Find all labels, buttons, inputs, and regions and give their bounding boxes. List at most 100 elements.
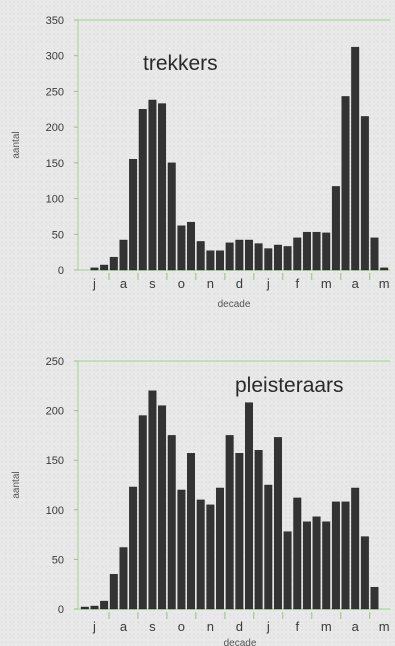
trekkers-y-tick-label: 0 <box>58 265 64 277</box>
trekkers-bar <box>293 237 302 271</box>
trekkers-bar <box>119 239 128 271</box>
trekkers-y-tick-label: 150 <box>46 158 64 170</box>
trekkers-bar <box>148 99 157 271</box>
pleisteraars-month-label: m <box>321 619 332 634</box>
trekkers-month-label: a <box>120 276 128 291</box>
trekkers-bar <box>158 103 167 271</box>
trekkers-month-label: d <box>236 276 243 291</box>
pleisteraars-y-tick-label: 100 <box>46 505 64 517</box>
pleisteraars-bar <box>177 489 186 610</box>
trekkers-bar <box>380 267 389 271</box>
pleisteraars-bar <box>273 437 282 610</box>
trekkers-bar <box>109 256 118 271</box>
trekkers-month-label: m <box>379 276 390 291</box>
pleisteraars-month-label: m <box>379 619 390 634</box>
trekkers-y-axis-label: aantal <box>11 131 22 158</box>
trekkers-bar <box>167 162 176 271</box>
trekkers-month-label: m <box>321 276 332 291</box>
trekkers-y-tick-label: 250 <box>46 86 64 98</box>
pleisteraars-y-tick-label: 250 <box>46 356 64 368</box>
pleisteraars-bar <box>341 501 350 610</box>
pleisteraars-bar <box>167 435 176 610</box>
trekkers-bar <box>216 250 224 271</box>
trekkers-bar <box>254 243 263 271</box>
pleisteraars-month-labels: jasondjfmamj <box>92 612 390 634</box>
pleisteraars-bar <box>216 487 224 610</box>
trekkers-bar <box>196 241 205 271</box>
trekkers-bar <box>187 221 196 271</box>
pleisteraars-month-label: j <box>266 619 270 634</box>
pleisteraars-bar <box>264 484 273 610</box>
pleisteraars-y-axis-label: aantal <box>11 471 22 498</box>
pleisteraars-bar <box>158 405 167 610</box>
pleisteraars-bar <box>138 415 147 610</box>
pleisteraars-bar <box>90 605 99 610</box>
pleisteraars-bar <box>109 574 118 610</box>
trekkers-y-tick-label: 350 <box>46 15 64 27</box>
pleisteraars-bar <box>302 521 311 610</box>
pleisteraars-bar <box>187 453 196 610</box>
trekkers-bar <box>235 239 244 271</box>
trekkers-bar <box>302 231 311 271</box>
trekkers-bar <box>177 225 186 271</box>
trekkers-y-tick-label: 100 <box>46 194 64 206</box>
pleisteraars-month-label: a <box>120 619 128 634</box>
pleisteraars-bar <box>293 497 302 610</box>
trekkers-x-axis-label: decade <box>218 299 251 310</box>
pleisteraars-month-label: a <box>352 619 360 634</box>
pleisteraars-month-label: s <box>149 619 156 634</box>
pleisteraars-bar <box>129 486 138 610</box>
pleisteraars-x-axis-label: decade <box>224 638 257 646</box>
trekkers-y-tick-label: 50 <box>52 229 64 241</box>
pleisteraars-bar <box>283 531 292 610</box>
trekkers-title: trekkers <box>143 52 218 75</box>
pleisteraars-bar <box>100 600 109 610</box>
pleisteraars-y-tick-label: 0 <box>58 604 64 616</box>
pleisteraars-bar <box>148 390 157 610</box>
pleisteraars-bar <box>235 453 244 610</box>
pleisteraars-bar <box>196 499 205 610</box>
trekkers-bar <box>129 159 138 271</box>
pleisteraars-month-label: n <box>207 619 214 634</box>
trekkers-month-label: o <box>178 276 185 291</box>
trekkers-y-ticks: 0 50 100 150 200 250 300 350 <box>46 15 78 277</box>
pleisteraars-bar <box>331 501 340 610</box>
trekkers-y-tick-label: 300 <box>46 51 64 63</box>
pleisteraars-bar <box>225 435 234 610</box>
trekkers-bar <box>322 232 331 271</box>
trekkers-bar <box>370 237 379 271</box>
pleisteraars-month-label: f <box>295 619 299 634</box>
pleisteraars-bar <box>370 586 379 610</box>
trekkers-bars <box>90 46 389 271</box>
pleisteraars-month-label: o <box>178 619 185 634</box>
trekkers-bar <box>360 116 369 271</box>
trekkers-month-label: f <box>295 276 299 291</box>
pleisteraars-month-label: d <box>236 619 243 634</box>
pleisteraars-bar <box>322 521 331 610</box>
pleisteraars-bar <box>80 606 89 610</box>
pleisteraars-month-label: j <box>92 619 96 634</box>
trekkers-y-tick-label: 200 <box>46 122 64 134</box>
pleisteraars-y-tick-label: 200 <box>46 406 64 418</box>
pleisteraars-bar <box>245 402 253 610</box>
trekkers-bar <box>206 250 215 271</box>
trekkers-bar <box>264 248 273 271</box>
pleisteraars-bars <box>80 390 379 610</box>
pleisteraars-bar <box>360 536 369 610</box>
pleisteraars-y-ticks: 0 50 100 150 200 250 <box>46 356 78 616</box>
pleisteraars-bar <box>351 487 360 610</box>
pleisteraars-bar <box>312 516 321 610</box>
pleisteraars-bar <box>119 547 128 610</box>
pleisteraars-y-tick-label: 150 <box>46 455 64 467</box>
trekkers-bar <box>90 267 99 271</box>
trekkers-bar <box>100 264 109 271</box>
pleisteraars-title: pleisteraars <box>235 374 344 397</box>
pleisteraars-y-tick-label: 50 <box>52 554 64 566</box>
trekkers-month-label: j <box>266 276 270 291</box>
trekkers-bar <box>312 231 321 271</box>
trekkers-bar <box>138 109 147 271</box>
trekkers-month-labels: jasondjfmamj <box>92 273 390 291</box>
